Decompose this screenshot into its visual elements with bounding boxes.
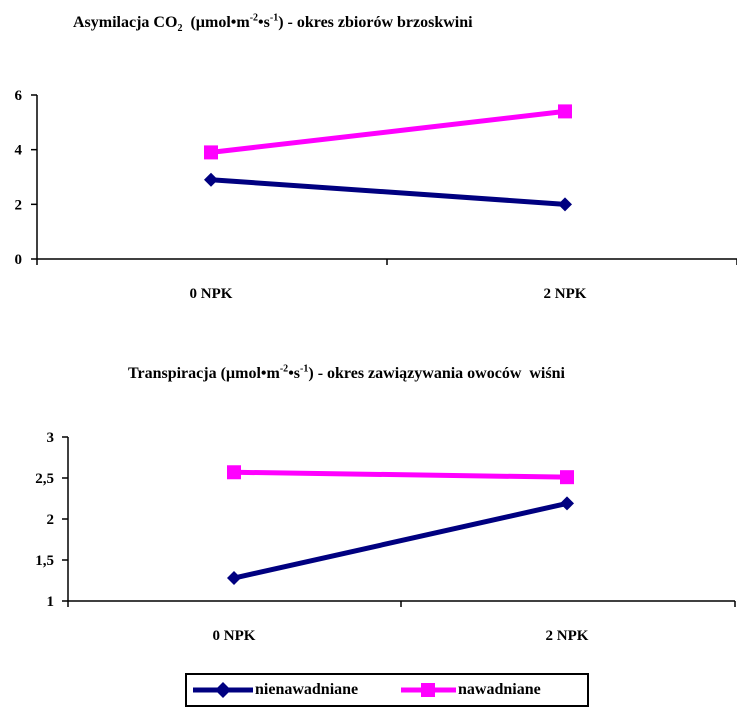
legend-label-nawadniane: nawadniane [458,681,541,698]
chart1-series-nawadniane-point [204,145,218,160]
chart1-series-nienawadniane-point [204,172,218,187]
chart1-title-sup2: -1 [269,12,279,24]
chart2-y-tick-label: 3 [47,430,55,446]
chart1-series-nienawadniane-line [210,177,566,207]
chart1-category-label: 0 NPK [190,286,233,302]
chart2-series-nawadniane-point [560,470,574,485]
chart2-y-tick-label: 1,5 [35,553,54,569]
chart1-y-tick-label: 6 [15,88,23,104]
chart2-title-sup1: -2 [279,363,289,375]
chart2-y-tick-label: 2 [47,512,55,528]
chart2-title-main: Transpiracja (µmol•m [128,365,280,382]
chart1-title-main: Asymilacja CO [73,14,178,31]
chart2-category-label: 0 NPK [213,628,256,644]
chart2-series-nawadniane-line [233,469,568,480]
chart2-series-nienawadniane-point [560,496,574,511]
chart1-title-sub: 2 [177,23,183,35]
chart1-series-nawadniane-point [558,104,572,119]
chart2-title-mid: •s [288,365,301,382]
chart1-title-unit: (µmol•m [182,14,250,31]
legend: nienawadniane nawadniane [185,673,589,707]
legend-label-nienawadniane: nienawadniane [255,681,359,698]
chart1-category-label: 2 NPK [544,286,587,302]
chart2-y-tick-label: 2,5 [35,471,54,487]
chart2-y-tick-label: 1 [47,594,55,610]
chart1-series-nienawadniane-point [558,197,572,212]
legend-diamond-icon [215,682,231,698]
legend-markers [193,682,456,698]
chart1-title-mid: •s [258,14,270,31]
chart2-series-nawadniane-point [227,465,241,480]
chart1-y-tick-label: 0 [15,252,23,268]
chart2-series-nienawadniane-line [233,500,568,581]
chart1-title: Asymilacja CO2 (µmol•m-2•s-1) - okres zb… [73,12,473,35]
chart2-title-sup2: -1 [300,363,309,375]
chart1-series-nawadniane-line [210,108,566,155]
chart2-title-post: ) - okres zawiązywania owoców wiśni [308,365,565,382]
chart1-title-sup1: -2 [249,12,259,24]
chart2-category-label: 2 NPK [546,628,589,644]
chart1-title-post: ) - okres zbiorów brzoskwini [278,14,473,31]
chart2-title: Transpiracja (µmol•m-2•s-1) - okres zawi… [128,363,565,383]
legend-square-icon [421,683,435,697]
chart1-y-tick-label: 4 [15,143,23,159]
chart1-y-tick-label: 2 [15,197,23,213]
chart2-series-nienawadniane-point [227,571,241,586]
